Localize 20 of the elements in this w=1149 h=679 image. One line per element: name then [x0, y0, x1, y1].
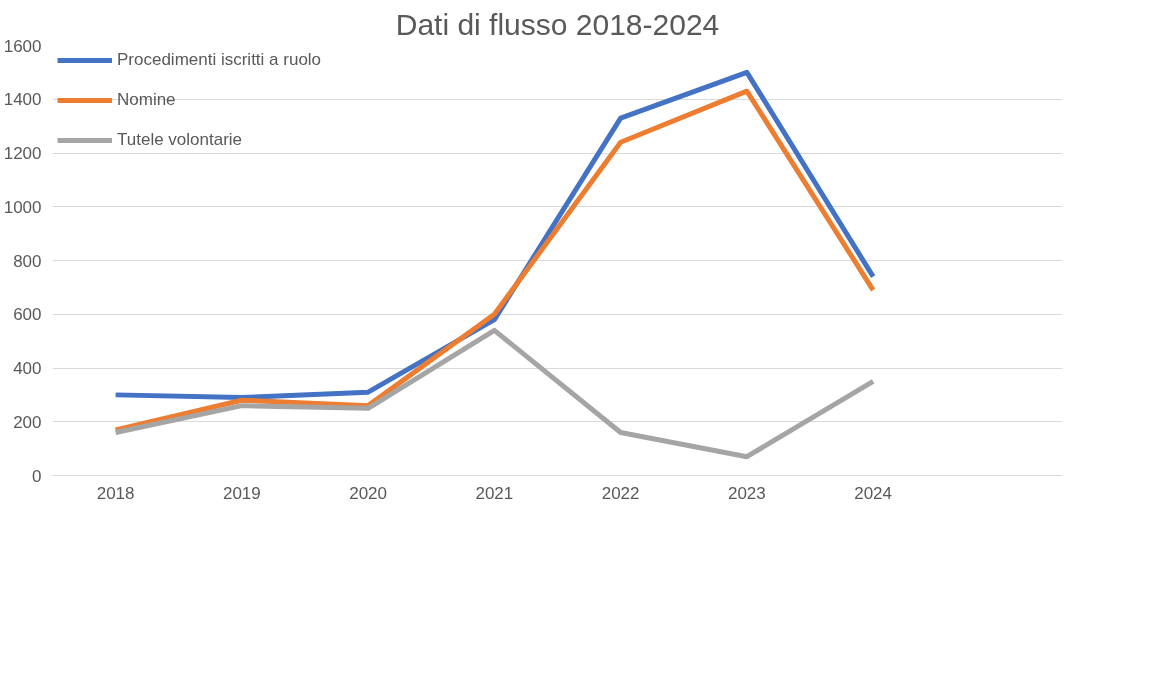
y-tick-label: 600 — [13, 305, 42, 325]
x-tick-label: 2020 — [349, 483, 388, 503]
x-tick-label: 2019 — [222, 483, 261, 503]
legend-label: Procedimenti iscritti a ruolo — [117, 50, 322, 70]
y-tick-label: 1200 — [3, 144, 42, 163]
legend-label: Nomine — [117, 90, 176, 110]
y-tick-label: 400 — [13, 359, 42, 378]
x-tick-label: 2018 — [96, 483, 135, 503]
y-tick-label: 0 — [32, 466, 42, 486]
y-tick-label: 1400 — [3, 90, 42, 110]
legend-label: Tutele volontarie — [117, 130, 243, 150]
x-tick-label: 2023 — [727, 483, 766, 503]
chart-title: Dati di flusso 2018-2024 — [395, 7, 720, 41]
y-tick-label: 1600 — [3, 36, 42, 56]
x-tick-label: 2022 — [601, 483, 640, 503]
y-tick-label: 800 — [13, 251, 42, 271]
y-tick-label: 1000 — [3, 197, 42, 217]
y-tick-label: 200 — [13, 412, 42, 432]
x-tick-label: 2021 — [475, 483, 514, 503]
x-tick-label: 2024 — [854, 483, 893, 503]
